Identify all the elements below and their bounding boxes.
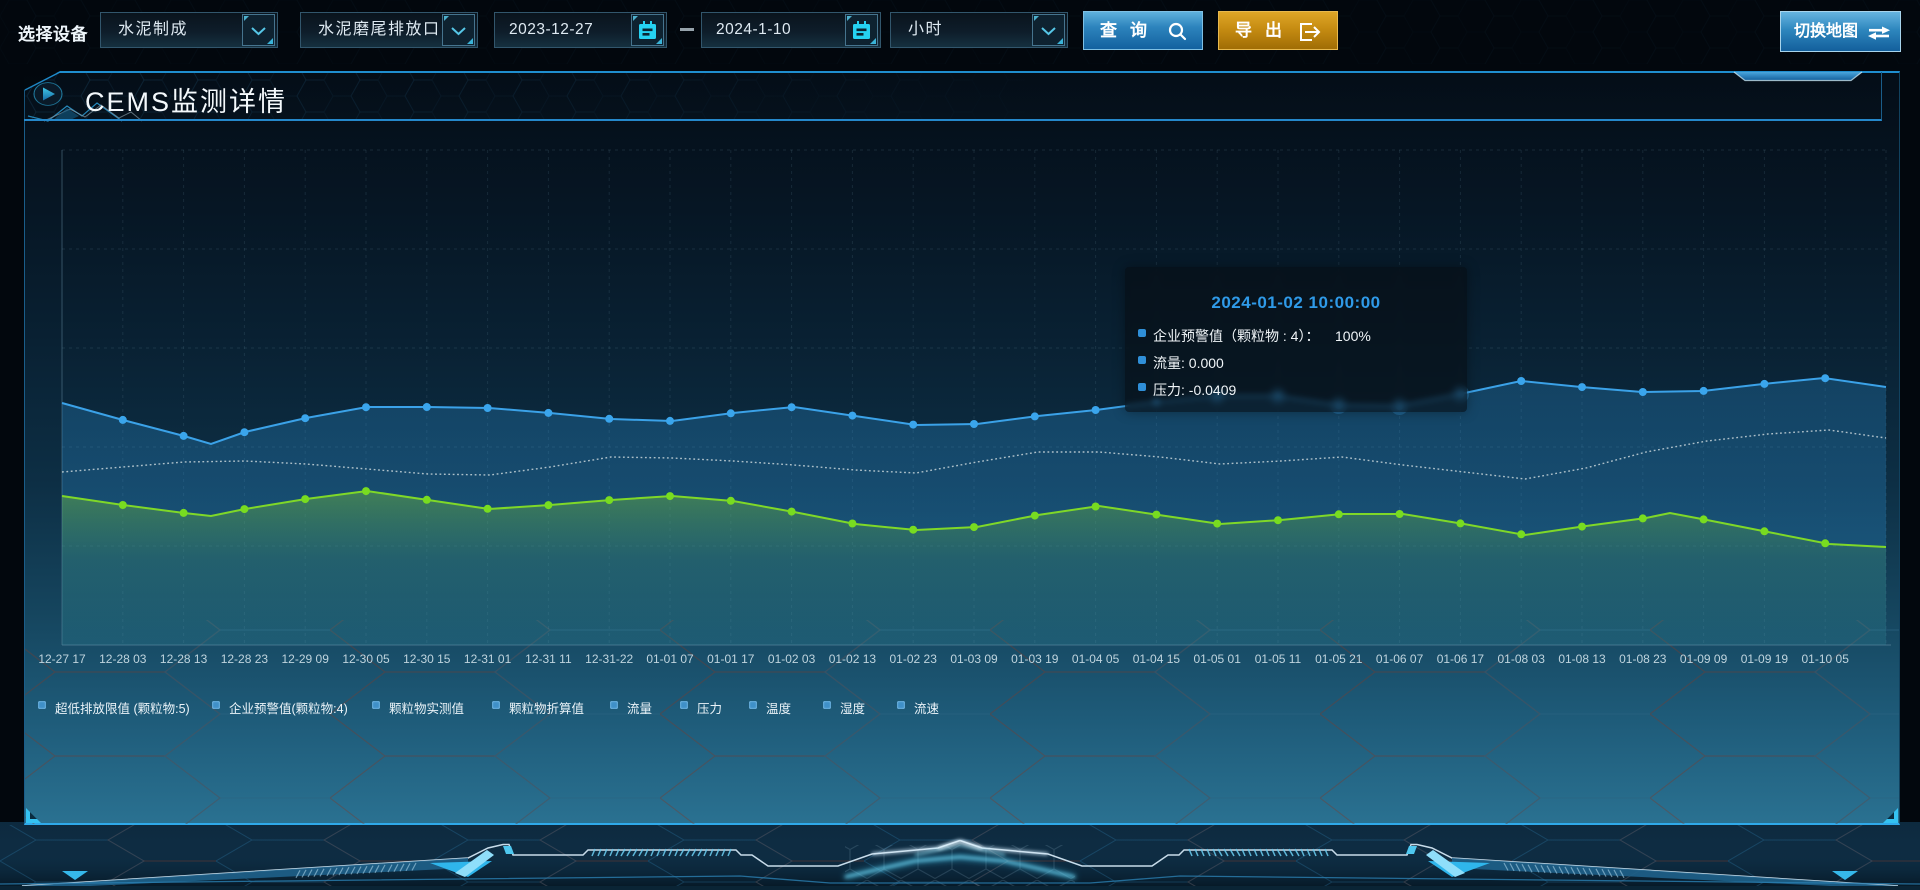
- svg-text:01-04 15: 01-04 15: [1133, 652, 1181, 666]
- svg-text:12-29 09: 12-29 09: [282, 652, 330, 666]
- svg-text:01-08 23: 01-08 23: [1619, 652, 1667, 666]
- svg-text:01-05 01: 01-05 01: [1194, 652, 1242, 666]
- svg-text:01-01 17: 01-01 17: [707, 652, 755, 666]
- svg-text:12-28 13: 12-28 13: [160, 652, 208, 666]
- svg-text:01-09 19: 01-09 19: [1741, 652, 1789, 666]
- svg-text:01-10 05: 01-10 05: [1802, 652, 1850, 666]
- svg-text:01-08 13: 01-08 13: [1558, 652, 1606, 666]
- svg-text:12-30 05: 12-30 05: [342, 652, 390, 666]
- svg-text:01-02 03: 01-02 03: [768, 652, 816, 666]
- svg-text:01-08 03: 01-08 03: [1498, 652, 1546, 666]
- svg-text:01-06 07: 01-06 07: [1376, 652, 1424, 666]
- svg-text:01-09 09: 01-09 09: [1680, 652, 1728, 666]
- svg-text:12-28 23: 12-28 23: [221, 652, 269, 666]
- svg-text:12-31 11: 12-31 11: [525, 652, 572, 666]
- svg-text:01-04 05: 01-04 05: [1072, 652, 1120, 666]
- svg-text:12-31 01: 12-31 01: [464, 652, 512, 666]
- svg-text:01-02 23: 01-02 23: [890, 652, 938, 666]
- svg-text:12-31-22: 12-31-22: [585, 652, 633, 666]
- svg-text:01-03 09: 01-03 09: [950, 652, 998, 666]
- svg-text:01-05 21: 01-05 21: [1315, 652, 1363, 666]
- svg-text:01-05 11: 01-05 11: [1255, 652, 1302, 666]
- svg-text:12-27 17: 12-27 17: [38, 652, 86, 666]
- svg-text:01-06 17: 01-06 17: [1437, 652, 1485, 666]
- svg-text:01-03 19: 01-03 19: [1011, 652, 1059, 666]
- svg-text:12-30 15: 12-30 15: [403, 652, 451, 666]
- svg-text:12-28 03: 12-28 03: [99, 652, 147, 666]
- svg-text:01-02 13: 01-02 13: [829, 652, 877, 666]
- svg-text:01-01 07: 01-01 07: [646, 652, 694, 666]
